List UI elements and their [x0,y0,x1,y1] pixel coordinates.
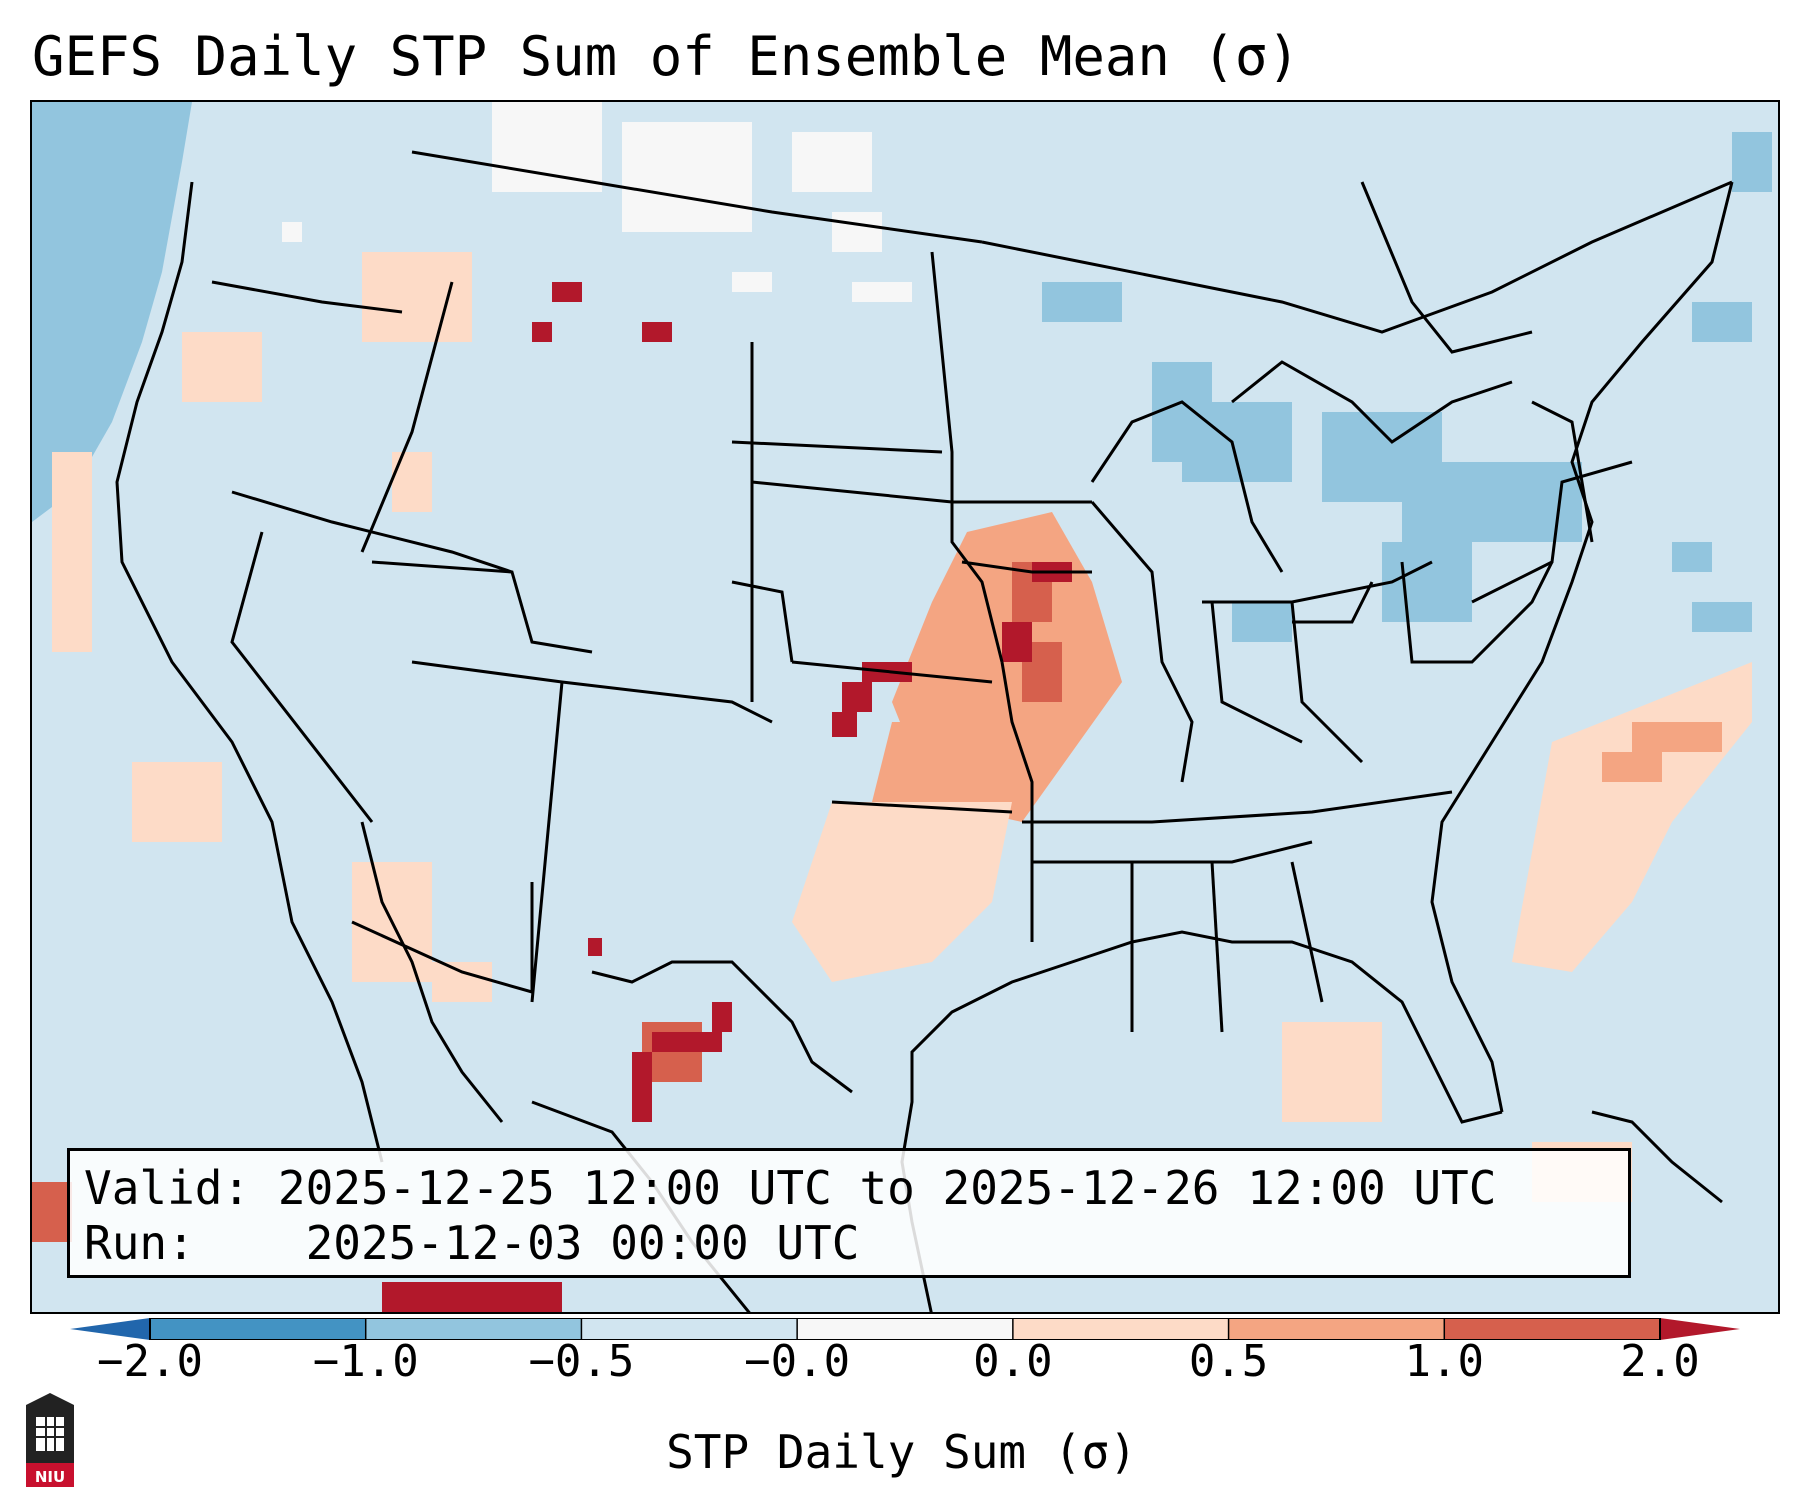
colorbar-tick-labels: −2.0 −1.0 −0.5 −0.0 0.0 0.5 1.0 2.0 [0,1336,1803,1396]
west-positive-anomaly [52,252,472,842]
colorbar-segment [1012,1318,1230,1340]
map-canvas [32,102,1772,1312]
pacific-negative-anomaly [32,102,192,522]
colorbar-segment [581,1318,798,1340]
valid-time-line: Valid: 2025-12-25 12:00 UTC to 2025-12-2… [84,1161,1614,1216]
valid-time-value: 2025-12-25 12:00 UTC to 2025-12-26 12:00… [277,1161,1497,1215]
chart-title: GEFS Daily STP Sum of Ensemble Mean (σ) [32,25,1300,88]
colorbar-segment [1228,1318,1445,1340]
atlantic-moderate-anomaly [1602,722,1722,782]
colorbar-tick-label: 2.0 [1620,1336,1700,1387]
colorbar-tick-label: 1.0 [1404,1336,1485,1387]
run-label: Run: [84,1216,195,1270]
colorbar-segments [150,1318,1661,1340]
validity-info-box: Valid: 2025-12-25 12:00 UTC to 2025-12-2… [67,1148,1631,1278]
colorbar-over-extension [1660,1318,1740,1340]
strong-positive-cells [32,562,1062,1242]
colorbar-tick-label: −1.0 [312,1336,419,1387]
colorbar-tick-label: −0.0 [744,1336,851,1387]
colorbar-outline [149,1318,1661,1340]
south-positive-anomaly [352,802,1012,1002]
colorbar-tick-label: 0.5 [1188,1336,1269,1387]
coastline-and-borders [115,150,1734,1312]
canada-near-zero-cells [282,102,912,302]
valid-label: Valid: [84,1161,251,1215]
colorbar-segment [797,1318,1014,1340]
niu-logo-icon: NIU [26,1393,74,1487]
run-time-line: Run: 2025-12-03 00:00 UTC [84,1216,1614,1271]
extreme-positive-cells [382,282,1072,1312]
colorbar-segment [1444,1318,1661,1340]
niu-logo-text: NIU [35,1468,65,1486]
colorbar [70,1318,1740,1340]
map-panel [30,100,1780,1314]
colorbar-segment [365,1318,582,1340]
atlantic-negative-anomaly [1672,132,1772,632]
run-time-value: 2025-12-03 00:00 UTC [305,1216,860,1270]
colorbar-label: STP Daily Sum (σ) [666,1425,1137,1479]
colorbar-under-extension [70,1318,150,1340]
great-lakes-negative-anomaly [1042,282,1582,642]
colorbar-tick-label: −2.0 [97,1336,203,1387]
colorbar-tick-label: 0.0 [973,1336,1053,1387]
colorbar-segment [150,1318,367,1340]
colorbar-tick-label: −0.5 [528,1336,635,1387]
